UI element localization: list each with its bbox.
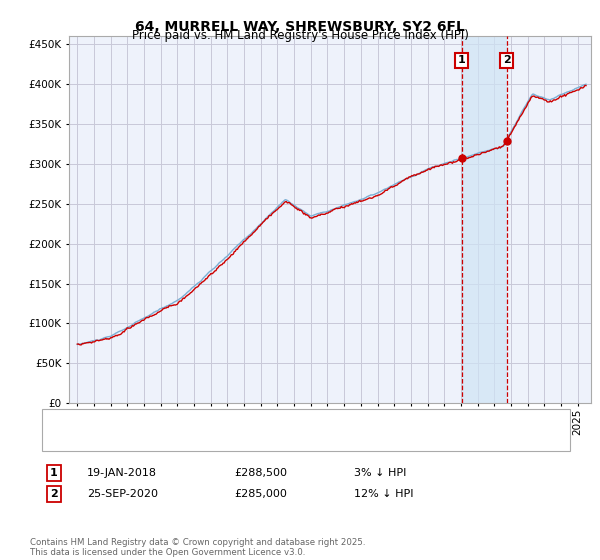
Text: £285,000: £285,000	[234, 489, 287, 499]
Text: 1: 1	[458, 55, 466, 66]
Text: ——: ——	[57, 435, 82, 448]
Text: 25-SEP-2020: 25-SEP-2020	[87, 489, 158, 499]
Text: 2: 2	[50, 489, 58, 499]
Text: 64, MURRELL WAY, SHREWSBURY, SY2 6FL: 64, MURRELL WAY, SHREWSBURY, SY2 6FL	[135, 20, 465, 34]
Text: 12% ↓ HPI: 12% ↓ HPI	[354, 489, 413, 499]
Text: 19-JAN-2018: 19-JAN-2018	[87, 468, 157, 478]
Text: Contains HM Land Registry data © Crown copyright and database right 2025.
This d: Contains HM Land Registry data © Crown c…	[30, 538, 365, 557]
Text: HPI: Average price, detached house, Shropshire: HPI: Average price, detached house, Shro…	[84, 437, 333, 446]
Text: ——: ——	[57, 416, 82, 429]
Text: 2: 2	[503, 55, 511, 66]
Text: 1: 1	[50, 468, 58, 478]
Text: 64, MURRELL WAY, SHREWSBURY, SY2 6FL (detached house): 64, MURRELL WAY, SHREWSBURY, SY2 6FL (de…	[84, 417, 400, 427]
Text: 3% ↓ HPI: 3% ↓ HPI	[354, 468, 406, 478]
Bar	[462, 36, 507, 403]
Text: Price paid vs. HM Land Registry's House Price Index (HPI): Price paid vs. HM Land Registry's House …	[131, 29, 469, 42]
Text: £288,500: £288,500	[234, 468, 287, 478]
